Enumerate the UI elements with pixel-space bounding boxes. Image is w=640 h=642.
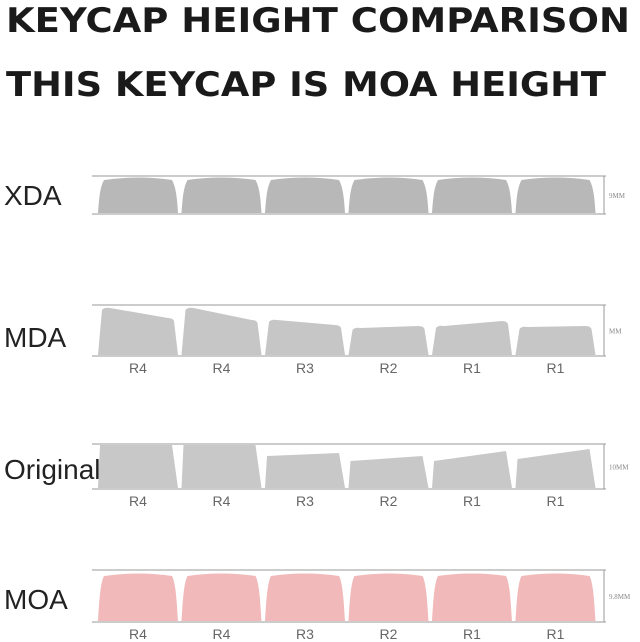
keycap [515, 177, 596, 213]
row-label: R4 [129, 493, 147, 509]
row-label: R4 [213, 360, 231, 376]
keycap [348, 456, 429, 488]
row-label: R1 [463, 360, 481, 376]
row-label: R4 [213, 493, 231, 509]
height-label: 9.8MM [609, 593, 631, 601]
profile-name: XDA [4, 180, 62, 211]
title-line: KEYCAP HEIGHT COMPARISON [6, 1, 630, 41]
row-label: R1 [463, 493, 481, 509]
row-label: R3 [296, 360, 314, 376]
keycap [181, 307, 262, 355]
row-label: R1 [547, 360, 565, 376]
keycap [98, 445, 178, 488]
height-label: 10MM [609, 464, 629, 472]
profile-name: Original [4, 454, 100, 485]
row-label: R2 [380, 626, 398, 642]
keycap [98, 177, 178, 213]
keycap [515, 326, 596, 355]
row-label: R2 [380, 360, 398, 376]
height-label: 9MM [609, 192, 626, 200]
row-label: R4 [213, 626, 231, 642]
row-label: R1 [547, 626, 565, 642]
keycap [515, 449, 596, 488]
row-label: R4 [129, 626, 147, 642]
keycap [265, 319, 345, 355]
keycap [348, 177, 429, 213]
keycap [98, 307, 178, 355]
keycap [265, 573, 345, 621]
row-label: R1 [547, 493, 565, 509]
row-label: R2 [380, 493, 398, 509]
row-label: R3 [296, 626, 314, 642]
keycap [265, 177, 345, 213]
keycap [432, 321, 512, 355]
keycap [181, 177, 262, 213]
keycap [348, 326, 429, 355]
keycap [265, 453, 345, 488]
keycap [515, 573, 596, 621]
title-line: THIS KEYCAP IS MOA HEIGHT [6, 65, 607, 105]
row-label: R4 [129, 360, 147, 376]
keycap [181, 445, 262, 488]
profile-name: MOA [4, 584, 68, 615]
row-label: R3 [296, 493, 314, 509]
keycap [348, 573, 429, 621]
keycap [181, 573, 262, 621]
keycap [432, 451, 512, 488]
keycap [432, 573, 512, 621]
keycap [432, 177, 512, 213]
height-label: MM [609, 328, 622, 336]
row-label: R1 [463, 626, 481, 642]
profile-name: MDA [4, 322, 67, 353]
keycap [98, 573, 178, 621]
